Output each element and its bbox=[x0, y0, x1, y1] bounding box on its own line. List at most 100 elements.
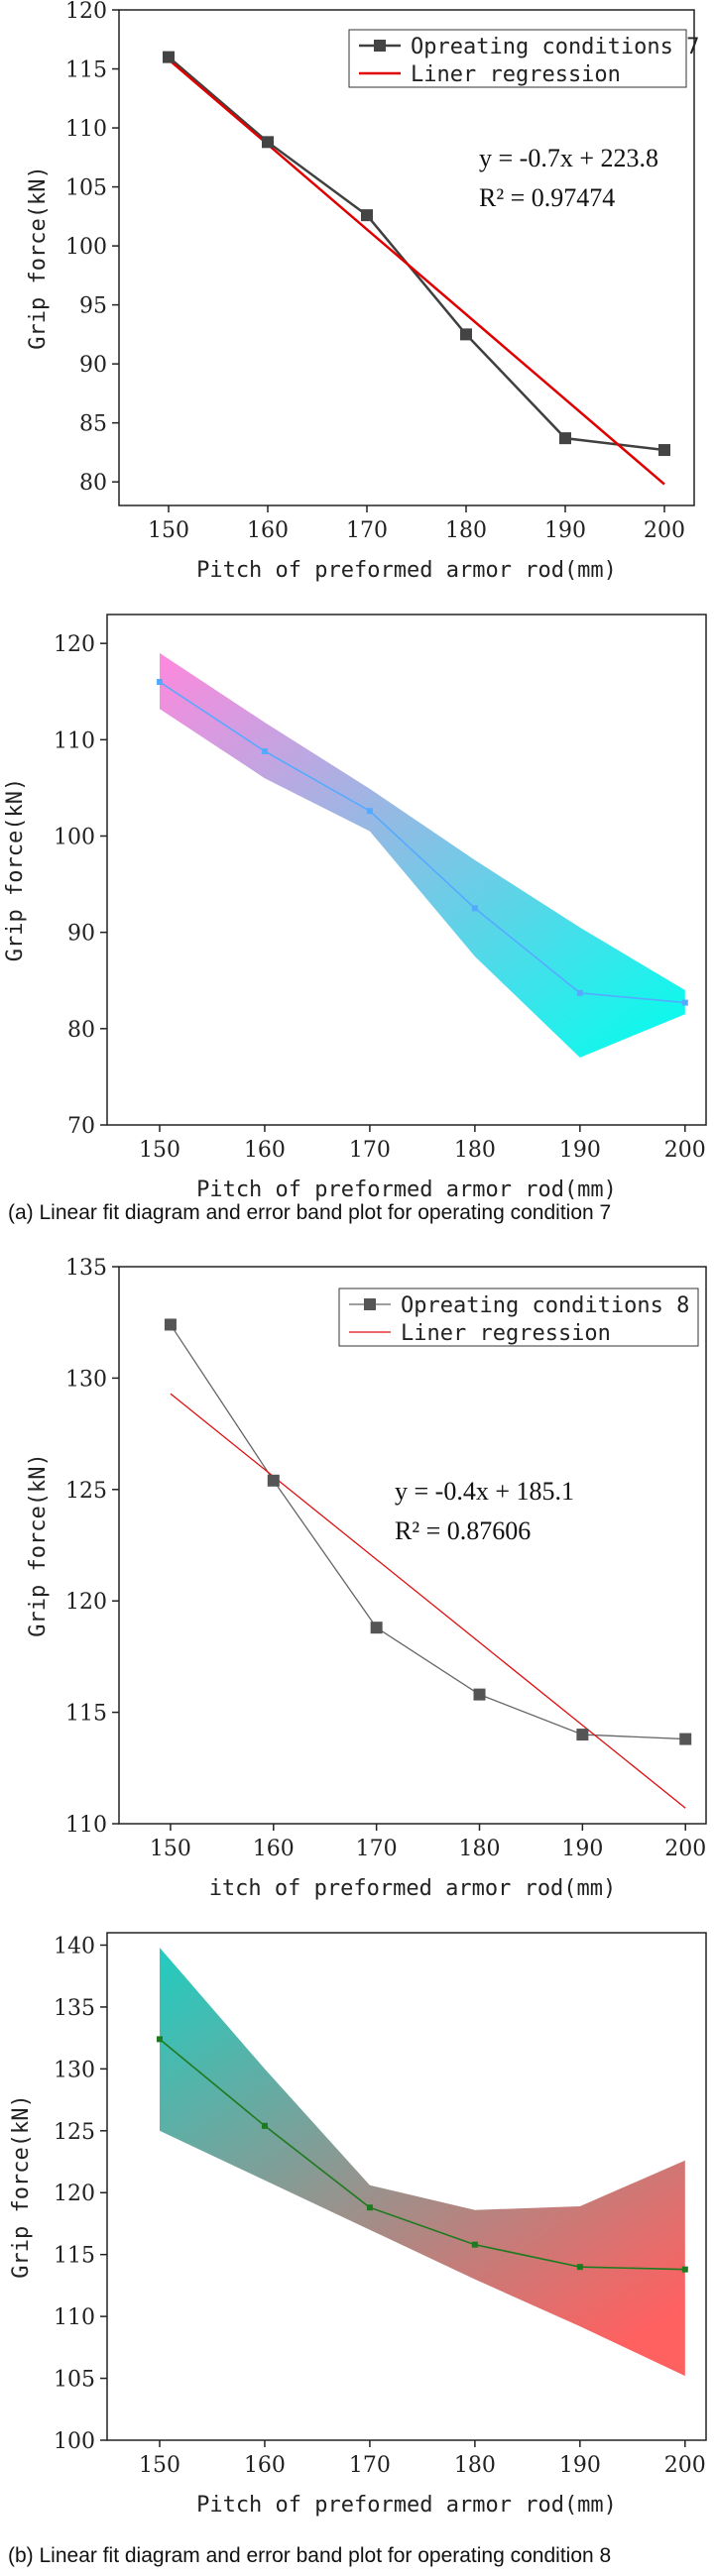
x-tick-label: 150 bbox=[139, 2453, 180, 2478]
regression-equation: y = -0.7x + 223.8 bbox=[479, 144, 658, 172]
y-tick-label: 130 bbox=[54, 2058, 95, 2082]
legend-label-regression: Liner regression bbox=[401, 1321, 611, 1346]
chart-a-error-band: 150 160 170 180 190 200 70 80 90 100 110 120 Pitch o… bbox=[3, 614, 707, 1202]
data-point-marker bbox=[576, 1729, 589, 1741]
data-point-marker bbox=[471, 905, 478, 912]
y-tick-label: 105 bbox=[65, 176, 107, 201]
plot-frame bbox=[118, 9, 695, 506]
x-tick-label: 190 bbox=[559, 2453, 601, 2478]
x-tick-label: 170 bbox=[349, 1138, 391, 1163]
regression-equation: y = -0.4x + 185.1 bbox=[395, 1477, 574, 1506]
y-tick-label: 120 bbox=[54, 2182, 95, 2206]
y-axis-label: Grip force(kN) bbox=[26, 166, 51, 349]
plot-frame bbox=[106, 614, 707, 1126]
mean-line bbox=[159, 2038, 685, 2271]
x-tick-label: 200 bbox=[664, 1837, 706, 1861]
plot-frame bbox=[106, 1932, 707, 2441]
caption-b: (b) Linear fit diagram and error band pl… bbox=[8, 2544, 611, 2567]
x-tick-label: 170 bbox=[346, 518, 388, 543]
x-tick-label: 150 bbox=[148, 518, 189, 543]
y-tick-label: 105 bbox=[54, 2368, 95, 2393]
y-axis-label: Grip force(kN) bbox=[26, 1453, 51, 1636]
data-point-marker bbox=[163, 51, 175, 63]
data-point-marker bbox=[370, 1622, 383, 1634]
x-tick-label: 150 bbox=[150, 1837, 191, 1861]
y-tick-label: 110 bbox=[54, 728, 95, 753]
data-point-marker bbox=[679, 1733, 692, 1745]
y-tick-label: 95 bbox=[79, 294, 107, 319]
y-tick-label: 120 bbox=[54, 632, 95, 657]
x-tick-label: 170 bbox=[356, 1837, 398, 1861]
legend-box bbox=[348, 29, 687, 88]
legend-label-data: Opreating conditions 8 bbox=[401, 1293, 689, 1318]
data-point-marker bbox=[473, 1688, 486, 1701]
x-tick-label: 180 bbox=[459, 1837, 501, 1861]
data-point-marker bbox=[576, 2264, 583, 2271]
x-tick-label: 180 bbox=[445, 518, 487, 543]
data-point-marker bbox=[261, 747, 268, 754]
data-point-marker bbox=[366, 2204, 373, 2211]
y-tick-label: 110 bbox=[65, 117, 107, 142]
data-point-marker bbox=[261, 2122, 268, 2129]
data-point-marker bbox=[460, 328, 472, 341]
x-tick-label: 160 bbox=[244, 2453, 286, 2478]
data-point-marker bbox=[681, 999, 688, 1006]
x-tick-label: 160 bbox=[247, 518, 289, 543]
y-tick-label: 100 bbox=[54, 825, 95, 849]
y-tick-label: 110 bbox=[65, 1813, 107, 1838]
error-band bbox=[159, 1947, 685, 2377]
legend-marker-data bbox=[374, 40, 386, 52]
y-tick-label: 85 bbox=[79, 412, 107, 437]
chart-a-linear-fit: 150 160 170 180 190 200 80 85 90 95 100 105 110 115 12… bbox=[26, 0, 699, 583]
data-series-line bbox=[168, 56, 665, 452]
data-point-marker bbox=[658, 444, 670, 457]
y-tick-label: 90 bbox=[79, 353, 107, 378]
legend-box bbox=[338, 1288, 699, 1347]
chart-b-error-band: 150 160 170 180 190 200 100 105 110 115 120 125 130 1… bbox=[9, 1932, 707, 2518]
y-tick-label: 100 bbox=[65, 235, 107, 260]
x-tick-label: 200 bbox=[664, 1138, 706, 1163]
x-tick-label: 170 bbox=[349, 2453, 391, 2478]
data-point-marker bbox=[156, 2036, 163, 2043]
data-point-marker bbox=[576, 989, 583, 996]
y-tick-label: 130 bbox=[65, 1367, 107, 1392]
data-point-marker bbox=[262, 136, 274, 149]
y-tick-label: 115 bbox=[65, 1702, 107, 1727]
y-tick-label: 125 bbox=[54, 2120, 95, 2145]
x-axis-label: Pitch of preformed armor rod(mm) bbox=[196, 1177, 617, 1202]
caption-a: (a) Linear fit diagram and error band pl… bbox=[8, 1201, 611, 1224]
data-point-marker bbox=[681, 2266, 688, 2273]
data-point-marker bbox=[559, 432, 571, 445]
y-tick-label: 125 bbox=[65, 1479, 107, 1504]
y-tick-label: 120 bbox=[65, 1590, 107, 1615]
legend-marker-data bbox=[364, 1298, 376, 1310]
r-squared-value: R² = 0.87606 bbox=[395, 1516, 531, 1545]
data-point-marker bbox=[471, 2241, 478, 2248]
y-tick-label: 115 bbox=[54, 2244, 95, 2269]
x-tick-label: 200 bbox=[644, 518, 685, 543]
y-tick-label: 80 bbox=[67, 1018, 95, 1043]
x-axis-label: itch of preformed armor rod(mm) bbox=[209, 1876, 617, 1901]
y-tick-label: 100 bbox=[54, 2429, 95, 2454]
x-axis-label: Pitch of preformed armor rod(mm) bbox=[196, 2493, 617, 2518]
x-tick-label: 160 bbox=[244, 1138, 286, 1163]
x-tick-label: 190 bbox=[559, 1138, 601, 1163]
data-point-marker bbox=[366, 808, 373, 815]
x-tick-label: 180 bbox=[454, 2453, 496, 2478]
regression-line bbox=[168, 58, 665, 486]
y-axis-label: Grip force(kN) bbox=[3, 778, 28, 961]
legend-label-regression: Liner regression bbox=[411, 62, 621, 87]
x-tick-label: 190 bbox=[561, 1837, 603, 1861]
x-tick-label: 180 bbox=[454, 1138, 496, 1163]
y-tick-label: 70 bbox=[67, 1114, 95, 1139]
x-tick-label: 190 bbox=[544, 518, 586, 543]
data-point-marker bbox=[164, 1318, 177, 1331]
legend-label-data: Opreating conditions 7 bbox=[411, 35, 699, 59]
y-tick-label: 140 bbox=[54, 1934, 95, 1959]
x-tick-label: 200 bbox=[664, 2453, 706, 2478]
data-point-marker bbox=[156, 679, 163, 686]
chart-b-linear-fit: 150 160 170 180 190 200 110 115 120 125 130 135 itch… bbox=[26, 1256, 707, 1901]
y-tick-label: 80 bbox=[79, 471, 107, 496]
x-tick-label: 160 bbox=[253, 1837, 295, 1861]
